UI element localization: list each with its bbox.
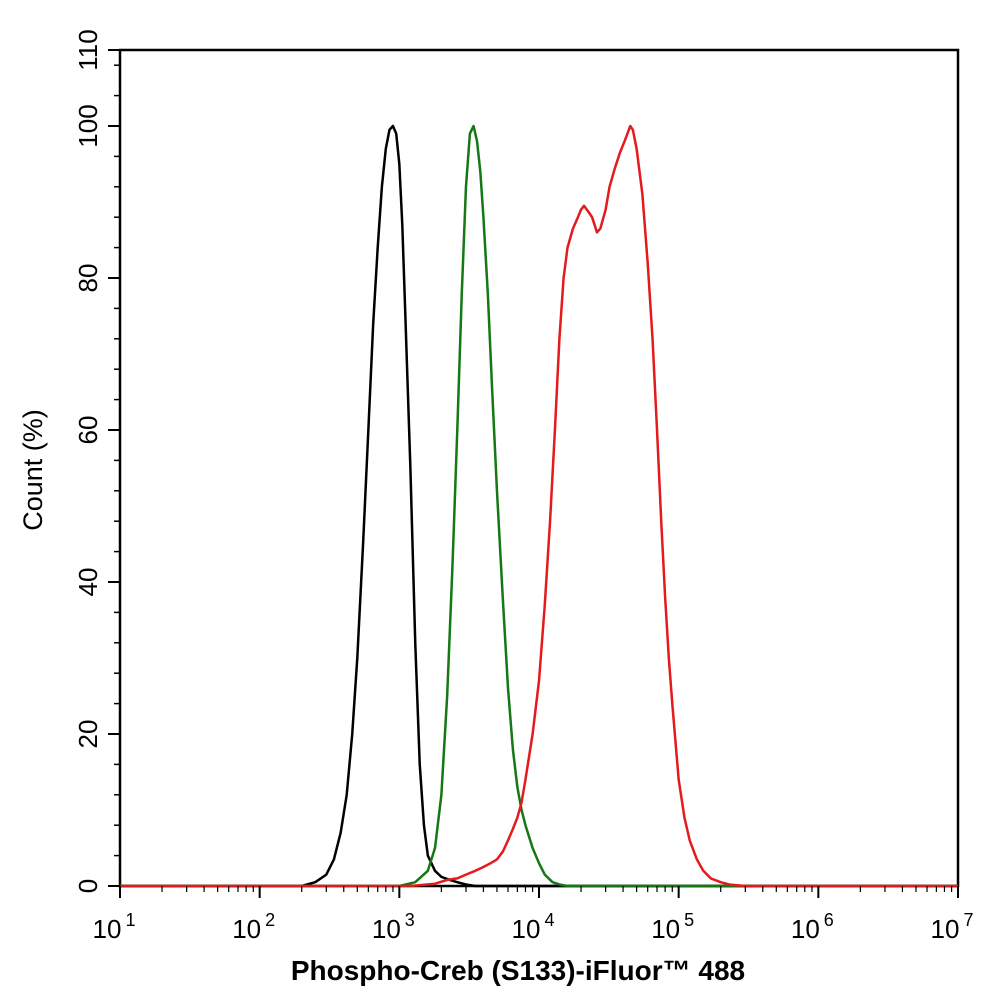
x-tick-label: 10 2 <box>232 910 275 944</box>
y-axis: 0 20 40 60 80 100 110 <box>73 29 120 893</box>
histogram-curve <box>120 124 958 888</box>
x-tick-label: 10 7 <box>931 910 974 944</box>
y-tick-label: 40 <box>73 568 103 597</box>
x-axis: 10 1 10 2 10 3 10 4 10 5 10 6 10 7 <box>93 886 974 944</box>
y-tick-label: 0 <box>73 879 103 893</box>
x-tick-label: 10 3 <box>372 910 415 944</box>
x-tick-label: 10 6 <box>791 910 834 944</box>
x-tick-label: 10 4 <box>512 910 555 944</box>
y-axis-title: Count (%) <box>18 409 48 531</box>
x-tick-label: 10 1 <box>93 910 136 944</box>
histogram-curve <box>120 124 958 888</box>
x-axis-title: Phospho-Creb (S133)-iFluor™ 488 <box>291 955 745 986</box>
y-tick-label: 60 <box>73 416 103 445</box>
series-group <box>120 124 958 888</box>
histogram-curve <box>120 124 958 888</box>
plot-frame <box>118 48 960 888</box>
y-tick-label: 20 <box>73 720 103 749</box>
y-tick-label: 80 <box>73 264 103 293</box>
y-tick-label: 110 <box>73 29 103 70</box>
y-tick-label: 100 <box>73 104 103 147</box>
x-tick-label: 10 5 <box>651 910 694 944</box>
